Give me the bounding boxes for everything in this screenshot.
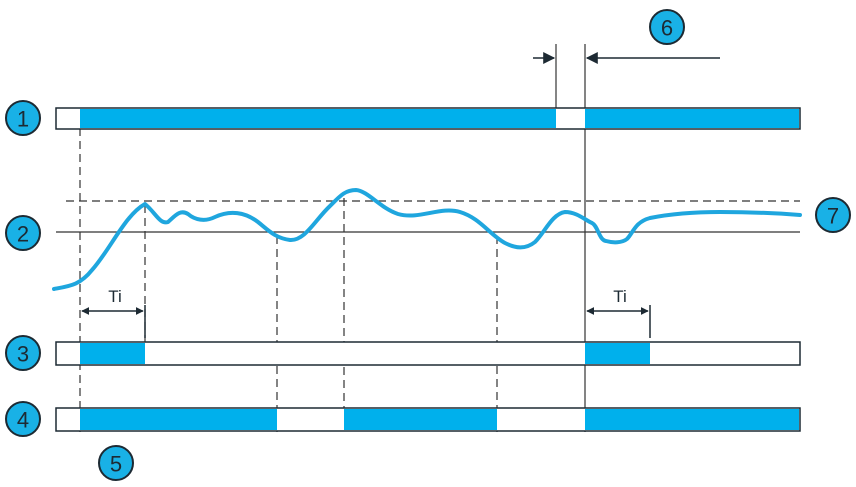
signal-curve [52,188,802,291]
row-4-segment-c [585,409,799,430]
svg-text:7: 7 [827,204,839,229]
badge-1: 1 [5,100,41,136]
badge-3: 3 [5,335,41,371]
svg-text:6: 6 [661,16,673,41]
badge-4: 4 [5,401,41,437]
ti-interval-first: Ti [81,287,146,338]
row-4-segment-b [344,409,497,430]
row-1-segment-b [585,109,799,128]
row-3 [55,341,801,366]
svg-text:5: 5 [110,452,122,477]
row-3-segment-a [80,343,145,364]
row-4-segment-a [80,409,277,430]
row-1-segment-a [80,109,556,128]
badge-5: 5 [98,445,134,481]
row-2 [52,188,802,291]
badge-2: 2 [5,215,41,251]
svg-text:2: 2 [17,222,29,247]
svg-text:3: 3 [17,342,29,367]
row-4 [55,407,801,432]
badge-7: 7 [815,197,851,233]
badge-6: 6 [649,9,685,45]
ti-interval-second: Ti [586,287,651,338]
row-3-track [55,341,801,366]
ti-label-second: Ti [613,287,627,306]
row-3-segment-b [585,343,650,364]
svg-text:1: 1 [17,107,29,132]
ti-label-first: Ti [108,287,122,306]
row-1 [55,107,801,130]
svg-text:4: 4 [17,408,29,433]
